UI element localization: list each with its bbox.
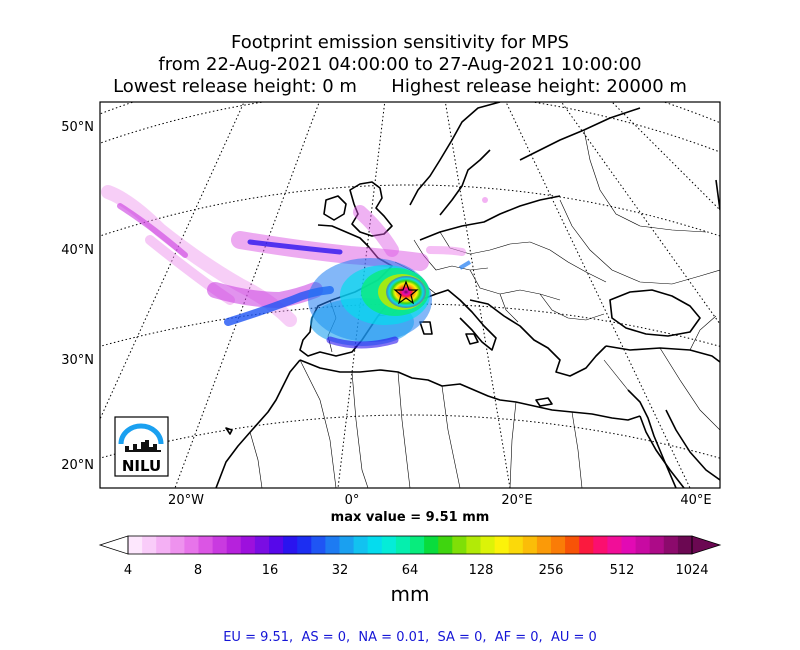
map-area [100, 102, 720, 488]
plot-title-line-2: from 22-Aug-2021 04:00:00 to 27-Aug-2021… [158, 54, 642, 75]
colorbar-segment [410, 536, 425, 554]
colorbar-segment [663, 536, 679, 554]
colorbar-segment [184, 536, 199, 554]
colorbar-tick: 16 [261, 563, 279, 578]
colorbar-tick: 512 [609, 563, 635, 578]
colorbar-segment [156, 536, 171, 554]
colorbar-segment [311, 536, 326, 554]
colorbar-segment [339, 536, 355, 554]
colorbar-tick: 1024 [675, 563, 709, 578]
colorbar [98, 535, 722, 555]
lat-label-50n: 50°N [61, 120, 94, 135]
colorbar-segment [212, 536, 228, 554]
colorbar-segment [297, 536, 312, 554]
colorbar-segment [367, 536, 383, 554]
colorbar-segment [494, 536, 510, 554]
colorbar-segment [565, 536, 580, 554]
colorbar-segment [325, 536, 340, 554]
colorbar-segment [466, 536, 481, 554]
colorbar-segment [128, 536, 143, 554]
lat-label-30n: 30°N [61, 353, 94, 368]
colorbar-segment [226, 536, 242, 554]
colorbar-min-extend [98, 535, 129, 555]
colorbar-max-extend [691, 535, 722, 555]
lon-label-0: 0° [344, 493, 360, 508]
colorbar-segment [649, 536, 665, 554]
colorbar-segment [536, 536, 552, 554]
colorbar-segment [480, 536, 496, 554]
max-value-label: max value = 9.51 mm [330, 510, 490, 525]
colorbar-segment [607, 536, 622, 554]
colorbar-segment [269, 536, 284, 554]
colorbar-segment [677, 536, 693, 554]
colorbar-unit-label: mm [390, 582, 430, 606]
lon-label-20e: 20°E [501, 493, 533, 508]
plot-title-line-3: Lowest release height: 0 m Highest relea… [113, 76, 687, 97]
colorbar-segment [551, 536, 566, 554]
release-point-star [393, 280, 419, 305]
graticule [100, 102, 720, 488]
lon-label-20w: 20°W [168, 493, 204, 508]
colorbar-segment [381, 536, 397, 554]
colorbar-segment [508, 536, 524, 554]
lon-label-40e: 40°E [680, 493, 712, 508]
colorbar-segment [170, 536, 185, 554]
plot-title-line-1: Footprint emission sensitivity for MPS [231, 32, 569, 53]
nilu-logo-text: NILU [122, 457, 161, 475]
colorbar-tick: 128 [468, 563, 494, 578]
colorbar-segment [522, 536, 538, 554]
colorbar-tick: 256 [538, 563, 564, 578]
lat-label-20n: 20°N [61, 458, 94, 473]
colorbar-tick: 8 [193, 563, 203, 578]
colorbar-segment [395, 536, 411, 554]
footprint-plume [101, 185, 488, 349]
colorbar-segment [593, 536, 608, 554]
colorbar-segment [438, 536, 453, 554]
nilu-logo: NILU [114, 416, 169, 477]
colorbar-segment [353, 536, 369, 554]
colorbar-segment [635, 536, 651, 554]
colorbar-segment [621, 536, 637, 554]
colorbar-segment [198, 536, 214, 554]
colorbar-segment [452, 536, 467, 554]
map-frame [99, 101, 721, 489]
colorbar-tick: 32 [331, 563, 349, 578]
colorbar-frame [127, 535, 693, 555]
region-summary: EU = 9.51, AS = 0, NA = 0.01, SA = 0, AF… [223, 630, 597, 645]
colorbar-segment [283, 536, 298, 554]
colorbar-segment [254, 536, 270, 554]
lat-label-40n: 40°N [61, 243, 94, 258]
colorbar-segment [142, 536, 157, 554]
colorbar-tick: 64 [401, 563, 419, 578]
colorbar-segment [424, 536, 439, 554]
colorbar-segment [579, 536, 594, 554]
colorbar-tick: 4 [123, 563, 133, 578]
colorbar-segment [240, 536, 256, 554]
